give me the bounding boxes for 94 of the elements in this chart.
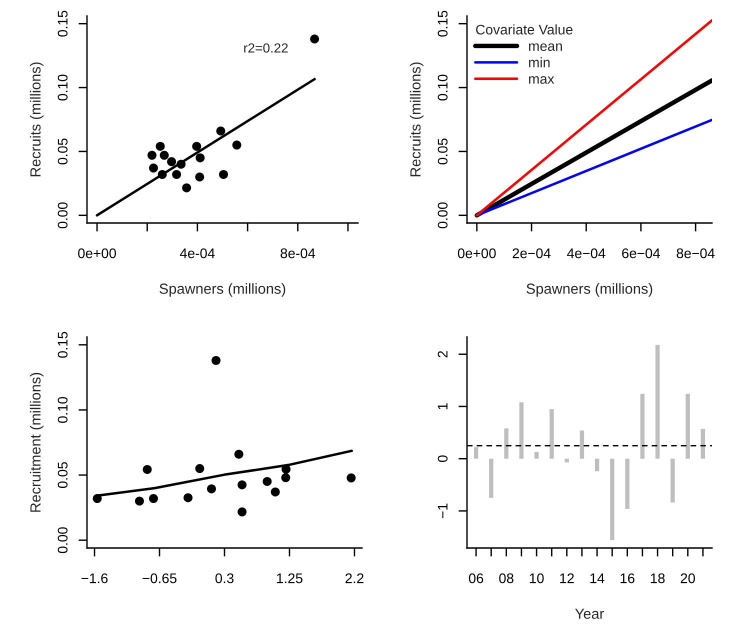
x-tick-label: 16 bbox=[620, 573, 634, 584]
y-tick-label: 0.15 bbox=[58, 332, 68, 358]
bar bbox=[625, 458, 630, 509]
point bbox=[156, 142, 165, 151]
point bbox=[195, 464, 204, 474]
x-tick-label: 0.3 bbox=[215, 573, 234, 584]
point bbox=[167, 157, 176, 166]
x-tick-label: −1.6 bbox=[82, 573, 108, 584]
x-axis-title: Spawners (millions) bbox=[160, 283, 286, 297]
point bbox=[134, 496, 144, 506]
point bbox=[176, 160, 186, 169]
bar bbox=[640, 394, 645, 459]
x-tick-label: 06 bbox=[468, 573, 484, 584]
point bbox=[346, 473, 356, 482]
y-tick-label: 0.10 bbox=[438, 74, 448, 101]
legend-label: max bbox=[529, 76, 554, 84]
x-tick-label: 2.2 bbox=[346, 573, 364, 584]
point bbox=[270, 487, 280, 496]
point bbox=[182, 183, 192, 192]
point bbox=[92, 494, 102, 504]
bar bbox=[594, 458, 600, 472]
x-tick-label: 8e−04 bbox=[676, 248, 715, 258]
y-tick-label: 2 bbox=[438, 351, 448, 358]
point bbox=[142, 464, 152, 474]
point bbox=[192, 142, 202, 151]
y-tick-label: 0.15 bbox=[438, 10, 448, 37]
annotation: r2=0.22 bbox=[244, 43, 288, 53]
y-tick-label: 0.05 bbox=[438, 138, 448, 164]
y-axis-title: Recruits (millions) bbox=[410, 62, 424, 176]
x-tick-label: 18 bbox=[650, 573, 665, 584]
legend-title: Covariate Value bbox=[476, 24, 573, 35]
point bbox=[148, 164, 158, 173]
y-tick-label: 0.05 bbox=[58, 138, 68, 164]
y-tick-label: 0.10 bbox=[58, 396, 68, 423]
bar bbox=[564, 458, 569, 462]
point bbox=[212, 356, 221, 365]
point bbox=[219, 170, 228, 179]
y-tick-label: 0 bbox=[438, 455, 448, 462]
x-tick-label: 0e+00 bbox=[78, 248, 116, 258]
y-tick-label: 0.00 bbox=[58, 527, 68, 554]
point bbox=[196, 153, 205, 162]
x-tick-label: 2e−04 bbox=[512, 248, 551, 258]
point bbox=[147, 150, 156, 160]
y-tick-label: 0.00 bbox=[58, 202, 68, 228]
x-tick-label: 1.25 bbox=[277, 573, 302, 584]
bar bbox=[474, 447, 478, 459]
bar bbox=[534, 452, 539, 459]
y-tick-label: 0.00 bbox=[438, 202, 448, 228]
y-tick-label: 0.05 bbox=[58, 462, 68, 488]
point bbox=[232, 140, 242, 150]
point bbox=[262, 476, 272, 486]
y-axis-title: Recruitment (millions) bbox=[30, 372, 44, 512]
y-tick-label: 0.10 bbox=[58, 74, 68, 101]
y-tick-label: 1 bbox=[438, 403, 448, 410]
bar bbox=[550, 409, 554, 459]
x-tick-label: 08 bbox=[499, 573, 514, 584]
point bbox=[281, 473, 290, 482]
point bbox=[184, 493, 193, 502]
x-tick-label: 4e−04 bbox=[567, 248, 606, 258]
x-tick-label: 0e+00 bbox=[458, 248, 496, 258]
point bbox=[195, 172, 204, 182]
x-tick-label: 12 bbox=[560, 573, 574, 584]
bar bbox=[504, 428, 508, 459]
point bbox=[234, 450, 244, 459]
bar bbox=[686, 394, 690, 459]
point bbox=[238, 507, 247, 516]
bar bbox=[580, 430, 584, 459]
x-tick-label: 20 bbox=[680, 573, 695, 584]
point bbox=[207, 484, 216, 494]
point bbox=[158, 170, 167, 179]
point bbox=[148, 494, 158, 504]
bar bbox=[519, 402, 524, 459]
x-tick-label: 10 bbox=[530, 573, 544, 584]
x-tick-label: 4e-04 bbox=[180, 248, 215, 258]
legend-label: mean bbox=[529, 43, 562, 51]
x-axis-title: Spawners (millions) bbox=[526, 283, 652, 297]
bar bbox=[670, 458, 675, 503]
bar bbox=[655, 344, 660, 459]
y-tick-label: −1 bbox=[438, 504, 448, 518]
bar bbox=[610, 458, 614, 540]
x-tick-label: 14 bbox=[590, 574, 604, 584]
point bbox=[238, 480, 247, 490]
point bbox=[160, 150, 169, 160]
x-tick-label: 8e-04 bbox=[280, 248, 316, 258]
y-axis-title: Recruits (millions) bbox=[30, 62, 44, 176]
y-tick-label: 0.15 bbox=[58, 10, 68, 37]
bar bbox=[489, 458, 494, 498]
x-axis-title: Year bbox=[575, 608, 604, 619]
point bbox=[310, 34, 320, 44]
point bbox=[172, 170, 182, 179]
x-tick-label: 6e−04 bbox=[622, 248, 660, 258]
legend-label: min bbox=[529, 57, 550, 68]
point bbox=[216, 126, 226, 136]
x-tick-label: −0.65 bbox=[142, 573, 176, 584]
